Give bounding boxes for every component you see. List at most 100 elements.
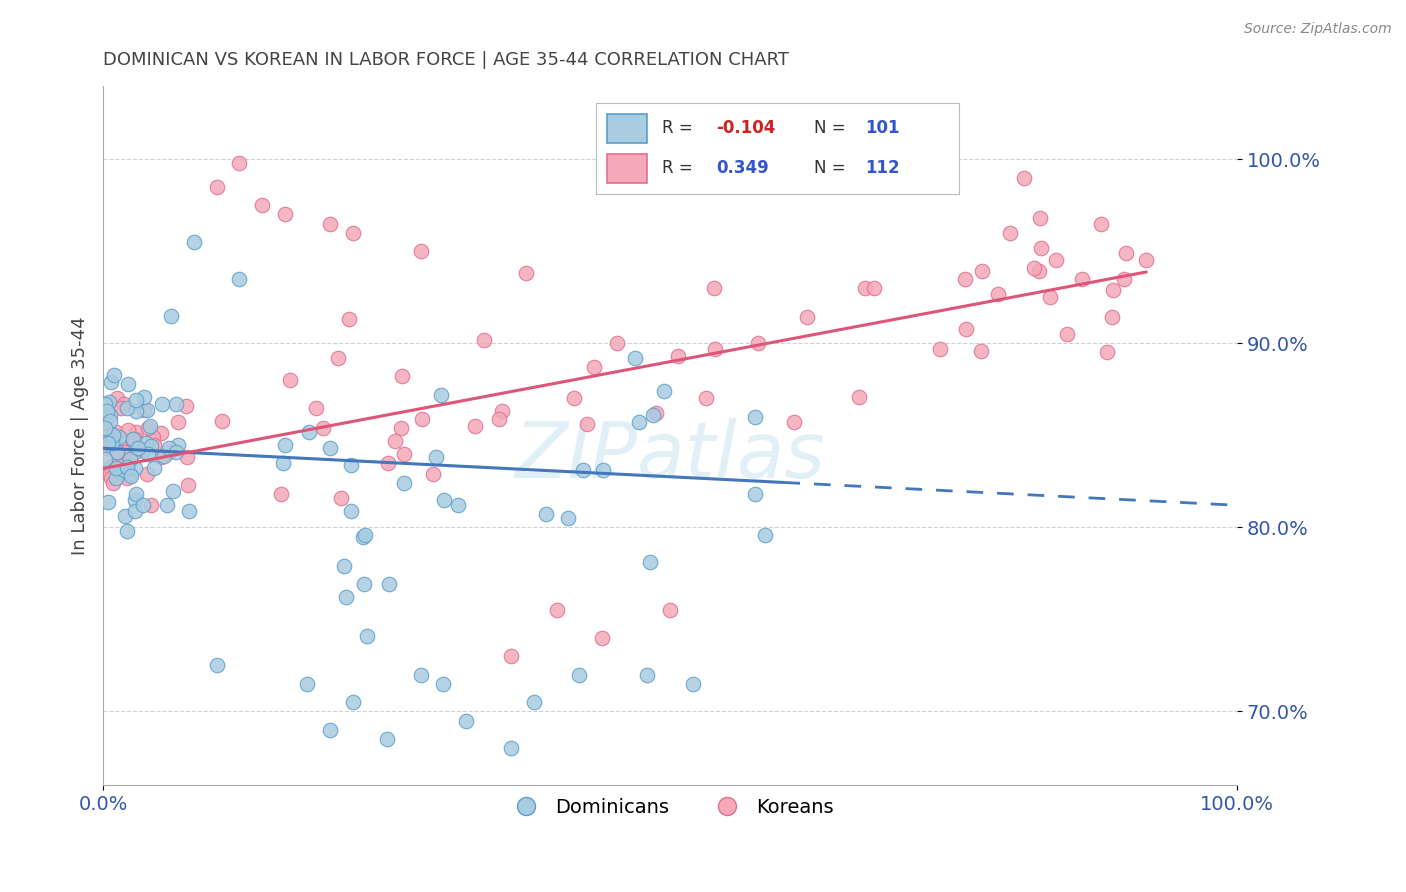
Point (638, 555, 661, 569)
Point (125, 441, 148, 455)
Point (636, 667, 658, 681)
Point (409, 244, 432, 259)
Point (464, 419, 486, 434)
Point (97, 435, 120, 450)
Point (319, 441, 342, 455)
Point (298, 425, 321, 439)
Point (103, 368, 125, 382)
Point (425, 450, 447, 465)
Point (411, 411, 433, 425)
Point (97, 409, 120, 424)
Point (571, 463, 593, 477)
Point (211, 414, 233, 428)
Point (391, 369, 413, 384)
Point (107, 450, 129, 465)
Point (165, 445, 187, 459)
Point (143, 437, 166, 451)
Point (157, 445, 180, 459)
Point (104, 425, 127, 439)
Point (121, 434, 143, 448)
Point (112, 463, 135, 477)
Point (124, 504, 146, 518)
Point (703, 281, 725, 295)
Point (796, 310, 818, 325)
Point (103, 428, 125, 442)
Point (110, 401, 132, 415)
Point (319, 723, 342, 737)
Point (305, 401, 328, 415)
Point (326, 351, 349, 365)
Point (422, 467, 444, 481)
Point (149, 426, 172, 441)
Point (392, 476, 415, 491)
Point (592, 463, 614, 477)
Point (273, 207, 295, 221)
Point (335, 591, 357, 605)
Point (853, 281, 876, 295)
Point (354, 527, 377, 541)
Point (576, 417, 599, 432)
Point (747, 336, 769, 351)
Point (297, 677, 319, 691)
Point (125, 425, 148, 439)
Point (1028, 211, 1050, 225)
Point (970, 264, 993, 278)
Point (970, 343, 993, 358)
Point (167, 437, 190, 451)
Point (1095, 345, 1118, 359)
Point (156, 498, 179, 512)
Point (115, 470, 138, 484)
Point (97, 395, 120, 409)
Text: ZIPatlas: ZIPatlas (515, 418, 825, 494)
Point (121, 432, 143, 446)
Point (340, 458, 363, 472)
Point (228, 272, 250, 286)
Point (135, 435, 157, 450)
Point (136, 467, 159, 481)
Point (205, 179, 228, 194)
Point (143, 461, 166, 475)
Point (491, 404, 513, 418)
Point (98, 414, 121, 428)
Point (1029, 240, 1052, 254)
Point (273, 437, 295, 451)
Point (100, 375, 122, 389)
Point (1102, 283, 1125, 297)
Point (94, 397, 117, 411)
Point (606, 336, 628, 351)
Point (101, 461, 124, 475)
Point (378, 577, 401, 591)
Point (114, 454, 136, 468)
Point (562, 392, 585, 406)
Point (1022, 260, 1045, 275)
Point (1090, 217, 1112, 231)
Point (132, 390, 155, 404)
Point (104, 461, 127, 475)
Point (695, 392, 717, 406)
Point (278, 373, 301, 387)
Point (384, 434, 406, 448)
Point (103, 476, 125, 491)
Point (124, 461, 146, 475)
Point (121, 468, 143, 483)
Point (375, 732, 398, 747)
Point (754, 527, 776, 541)
Point (654, 384, 676, 398)
Point (546, 603, 568, 617)
Point (628, 416, 651, 430)
Point (100, 470, 122, 484)
Point (98, 467, 121, 481)
Point (115, 524, 138, 538)
Point (150, 397, 173, 411)
Point (174, 399, 197, 413)
Point (125, 404, 148, 418)
Point (433, 492, 456, 507)
Point (848, 390, 870, 404)
Text: DOMINICAN VS KOREAN IN LABOR FORCE | AGE 35-44 CORRELATION CHART: DOMINICAN VS KOREAN IN LABOR FORCE | AGE… (103, 51, 789, 69)
Point (98, 426, 121, 441)
Point (501, 741, 523, 756)
Point (124, 445, 146, 459)
Point (352, 530, 374, 544)
Point (179, 504, 201, 518)
Point (114, 509, 136, 524)
